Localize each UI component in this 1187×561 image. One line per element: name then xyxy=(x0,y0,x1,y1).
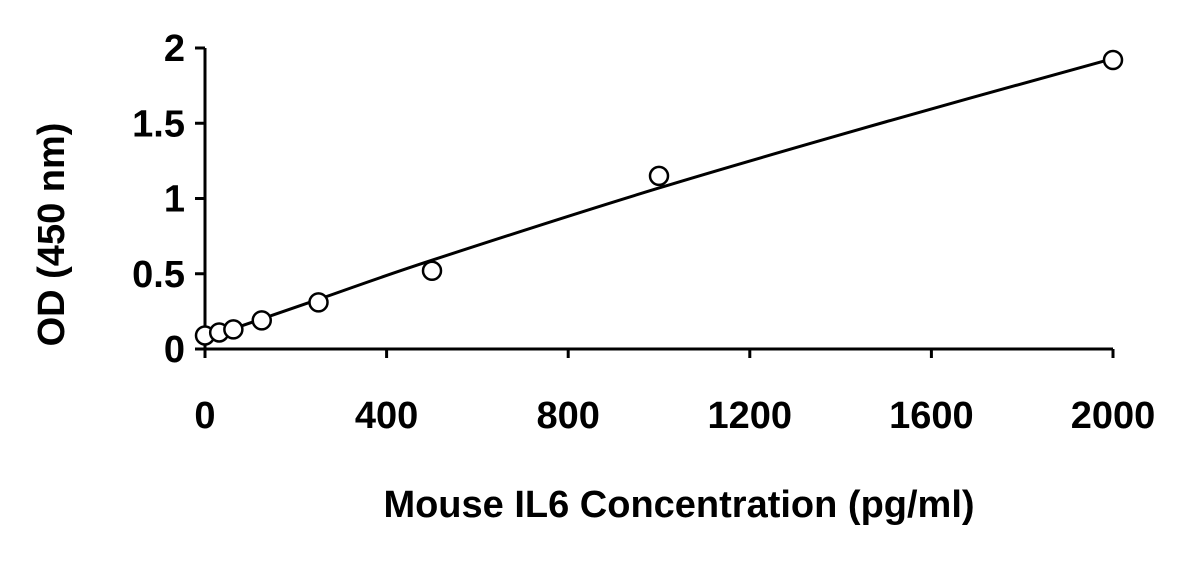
x-tick-label: 800 xyxy=(536,395,599,437)
data-point xyxy=(1102,49,1124,71)
fit-curve-group xyxy=(204,57,1114,340)
data-point xyxy=(223,319,244,340)
axes xyxy=(203,48,1113,351)
data-point xyxy=(308,292,329,313)
y-tick-label: 0.5 xyxy=(132,254,185,296)
data-points xyxy=(194,49,1124,346)
x-axis-title: Mouse IL6 Concentration (pg/ml) xyxy=(383,484,974,526)
y-tick-label: 1 xyxy=(164,179,185,221)
y-tick-label: 2 xyxy=(164,28,185,70)
y-tick-label: 1.5 xyxy=(132,103,185,145)
x-tick-label: 0 xyxy=(194,395,215,437)
x-tick-label: 2000 xyxy=(1071,395,1156,437)
data-point xyxy=(421,260,443,281)
y-axis-title: OD (450 nm) xyxy=(31,123,73,347)
data-point xyxy=(648,165,670,187)
y-tick-label: 0 xyxy=(164,329,185,371)
x-tick-label: 1200 xyxy=(708,395,793,437)
x-tick-label: 1600 xyxy=(889,395,974,437)
x-tick-label: 400 xyxy=(355,395,418,437)
y-ticks: 0 0.5 1 1.5 2 xyxy=(132,28,205,371)
x-ticks: 0 400 800 1200 1600 2000 xyxy=(194,349,1155,437)
data-point xyxy=(251,310,272,331)
fit-curve-line xyxy=(204,57,1114,340)
